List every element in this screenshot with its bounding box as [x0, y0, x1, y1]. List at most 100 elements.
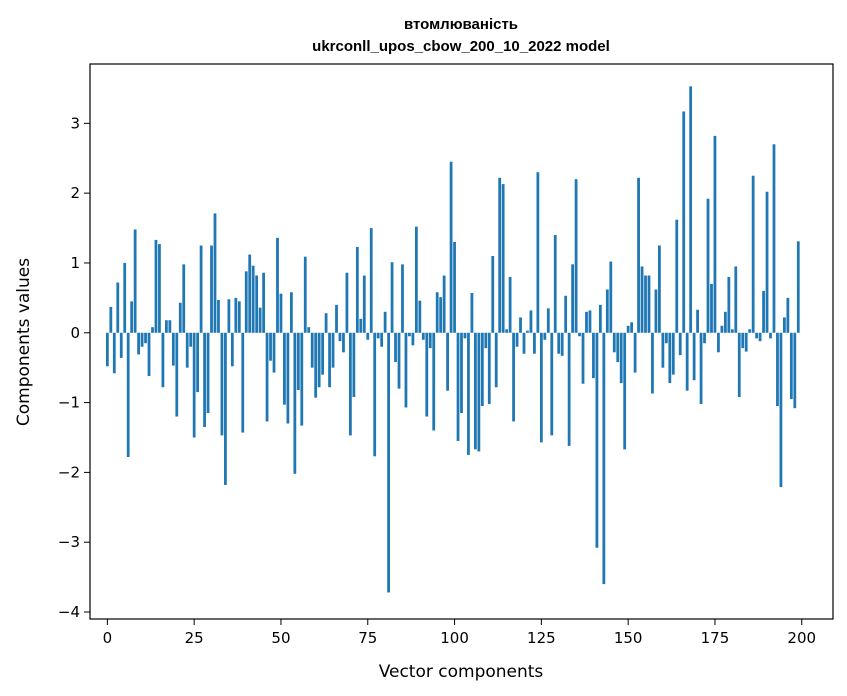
bar-105	[470, 292, 474, 333]
bar-39	[241, 332, 245, 433]
y-tick-label: 0	[70, 324, 80, 342]
bar-164	[675, 219, 679, 333]
bar-8	[133, 229, 137, 333]
bar-21	[178, 302, 182, 333]
bar-15	[158, 244, 161, 333]
y-tick-label: 3	[70, 114, 80, 132]
bar-120	[522, 332, 526, 354]
bar-154	[640, 266, 644, 333]
bar-181	[734, 266, 738, 333]
bar-63	[324, 313, 328, 333]
bar-37	[234, 297, 238, 333]
bar-46	[265, 332, 269, 422]
bar-184	[744, 332, 748, 352]
bar-92	[425, 332, 429, 417]
bar-139	[588, 310, 592, 333]
bar-117	[512, 332, 515, 422]
x-tick-label: 75	[358, 629, 377, 647]
bar-28	[203, 332, 206, 428]
bar-9	[137, 332, 140, 355]
bar-128	[550, 332, 554, 436]
bar-172	[703, 332, 706, 344]
bar-191	[769, 332, 772, 339]
bar-34	[224, 332, 227, 485]
x-tick-label: 100	[440, 629, 469, 647]
bar-44	[258, 307, 262, 333]
bar-18	[168, 320, 172, 333]
bar-180	[730, 329, 734, 333]
bar-104	[467, 332, 470, 455]
bar-146	[612, 332, 616, 353]
bar-73	[359, 318, 363, 333]
bar-4	[119, 332, 123, 358]
bar-17	[164, 320, 168, 333]
bar-121	[526, 330, 529, 333]
bar-57	[303, 256, 307, 333]
bar-35	[227, 299, 231, 333]
bar-178	[723, 311, 727, 333]
bar-53	[289, 292, 293, 333]
bar-149	[623, 332, 627, 450]
bar-170	[696, 309, 699, 333]
x-axis-ticks: 0 25 50 75 100 125 150 175 200	[103, 619, 816, 647]
bar-186	[751, 175, 755, 333]
y-axis-ticks: −4 −3 −2 −1 0 1 2 3	[58, 114, 90, 621]
bar-195	[783, 317, 786, 333]
bar-165	[678, 332, 682, 356]
bar-7	[130, 301, 134, 333]
bar-143	[602, 332, 606, 585]
x-tick-label: 200	[787, 629, 816, 647]
bar-179	[727, 276, 731, 333]
x-tick-label: 50	[271, 629, 290, 647]
bar-161	[664, 332, 668, 344]
bar-114	[501, 184, 505, 333]
bar-88	[411, 332, 415, 346]
bar-168	[689, 86, 693, 333]
bar-49	[276, 237, 279, 333]
bar-151	[630, 322, 634, 333]
bar-119	[519, 317, 522, 333]
bar-68	[342, 332, 345, 353]
bar-52	[286, 332, 290, 424]
bar-81	[387, 332, 390, 593]
bar-75	[366, 332, 370, 340]
x-axis-label: Vector components	[379, 662, 544, 682]
bar-85	[401, 264, 404, 333]
bar-19	[171, 332, 175, 366]
bar-138	[585, 311, 588, 333]
bar-series	[105, 86, 800, 593]
bar-183	[741, 332, 745, 349]
bar-95	[435, 292, 439, 333]
bar-147	[616, 332, 620, 363]
bar-80	[383, 311, 387, 333]
bar-38	[237, 301, 241, 333]
bar-12	[147, 332, 151, 377]
bar-169	[692, 332, 696, 381]
bar-145	[609, 261, 613, 333]
bar-100	[453, 242, 456, 333]
bar-6	[126, 332, 130, 458]
bar-111	[491, 255, 495, 333]
bar-135	[574, 179, 578, 333]
bar-25	[192, 332, 196, 438]
y-tick-label: −2	[58, 463, 80, 481]
bar-173	[706, 198, 710, 333]
bar-175	[713, 135, 717, 333]
bar-130	[557, 332, 561, 354]
bar-189	[762, 290, 765, 333]
bar-0	[105, 332, 109, 367]
bar-45	[262, 272, 265, 333]
bar-26	[196, 332, 200, 393]
bar-156	[647, 275, 651, 333]
bar-144	[605, 289, 609, 333]
bar-94	[432, 332, 436, 431]
bar-187	[755, 332, 759, 339]
bar-60	[314, 332, 318, 398]
bar-199	[796, 241, 800, 333]
bar-118	[515, 332, 519, 347]
bar-55	[296, 332, 300, 391]
bar-77	[373, 332, 377, 457]
bar-20	[175, 332, 179, 417]
bar-125	[539, 332, 543, 443]
